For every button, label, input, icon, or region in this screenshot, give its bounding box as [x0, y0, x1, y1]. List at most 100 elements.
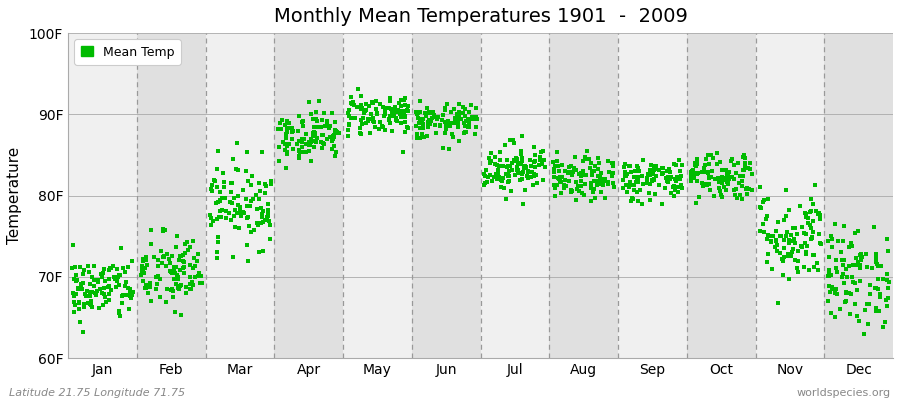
Point — [488, 154, 502, 160]
Point — [814, 240, 828, 246]
Point — [369, 98, 383, 104]
Point — [423, 110, 437, 117]
Point — [663, 169, 678, 176]
Point — [828, 221, 842, 227]
Point — [361, 116, 375, 122]
Point — [625, 182, 639, 188]
Point — [302, 142, 316, 148]
Point — [862, 291, 877, 297]
Point — [398, 114, 412, 120]
Point — [272, 144, 286, 150]
Point — [292, 128, 306, 135]
Point — [167, 264, 182, 270]
Point — [454, 116, 468, 122]
Point — [394, 114, 409, 120]
Point — [788, 240, 802, 246]
Point — [160, 250, 175, 257]
Point — [209, 200, 223, 206]
Point — [66, 290, 80, 296]
Point — [766, 233, 780, 239]
Point — [515, 176, 529, 182]
Point — [389, 116, 403, 123]
Point — [670, 174, 684, 180]
Point — [154, 248, 168, 254]
Point — [80, 288, 94, 294]
Point — [453, 109, 467, 116]
Point — [68, 278, 83, 284]
Point — [180, 239, 194, 246]
Point — [326, 136, 340, 142]
Point — [387, 105, 401, 112]
Point — [714, 192, 728, 198]
Point — [332, 130, 347, 136]
Point — [212, 189, 227, 195]
Point — [218, 195, 232, 201]
Point — [799, 214, 814, 220]
Point — [374, 123, 389, 129]
Point — [382, 117, 396, 123]
Point — [670, 189, 685, 196]
Point — [864, 265, 878, 271]
Point — [167, 308, 182, 315]
Point — [587, 168, 601, 174]
Point — [720, 172, 734, 178]
Point — [811, 211, 825, 217]
Point — [262, 218, 276, 224]
Point — [585, 168, 599, 175]
Point — [642, 189, 656, 196]
Point — [188, 274, 202, 280]
Point — [212, 199, 226, 205]
Point — [572, 182, 586, 189]
Point — [246, 196, 260, 202]
Point — [786, 238, 800, 244]
Point — [849, 262, 863, 268]
Point — [451, 115, 465, 121]
Point — [309, 109, 323, 116]
Point — [350, 104, 365, 111]
Point — [170, 272, 184, 279]
Point — [704, 174, 718, 180]
Bar — [756, 33, 824, 358]
Point — [76, 301, 91, 307]
Point — [514, 147, 528, 154]
Point — [518, 163, 533, 169]
Point — [387, 113, 401, 120]
Point — [274, 126, 288, 133]
Point — [734, 178, 749, 185]
Point — [124, 295, 139, 302]
Point — [574, 182, 589, 189]
Point — [210, 216, 224, 223]
Point — [134, 272, 148, 278]
Point — [292, 138, 306, 144]
Point — [850, 286, 864, 293]
Point — [876, 324, 890, 330]
Point — [83, 289, 97, 295]
Point — [529, 172, 544, 178]
Point — [244, 182, 258, 188]
Point — [506, 137, 520, 144]
Point — [631, 174, 645, 180]
Point — [770, 238, 784, 244]
Point — [192, 251, 206, 257]
Point — [444, 109, 458, 115]
Point — [527, 163, 542, 170]
Point — [309, 116, 323, 122]
Point — [462, 116, 476, 122]
Point — [701, 152, 716, 158]
Point — [259, 183, 274, 190]
Point — [734, 183, 749, 190]
Point — [688, 163, 703, 170]
Point — [233, 206, 248, 212]
Point — [691, 170, 706, 177]
Point — [804, 224, 818, 231]
Point — [112, 309, 127, 316]
Point — [306, 115, 320, 122]
Point — [223, 199, 238, 205]
Point — [177, 240, 192, 247]
Point — [867, 224, 881, 230]
Point — [166, 253, 180, 259]
Point — [219, 208, 233, 214]
Point — [282, 120, 296, 126]
Point — [428, 112, 442, 119]
Point — [716, 183, 731, 190]
